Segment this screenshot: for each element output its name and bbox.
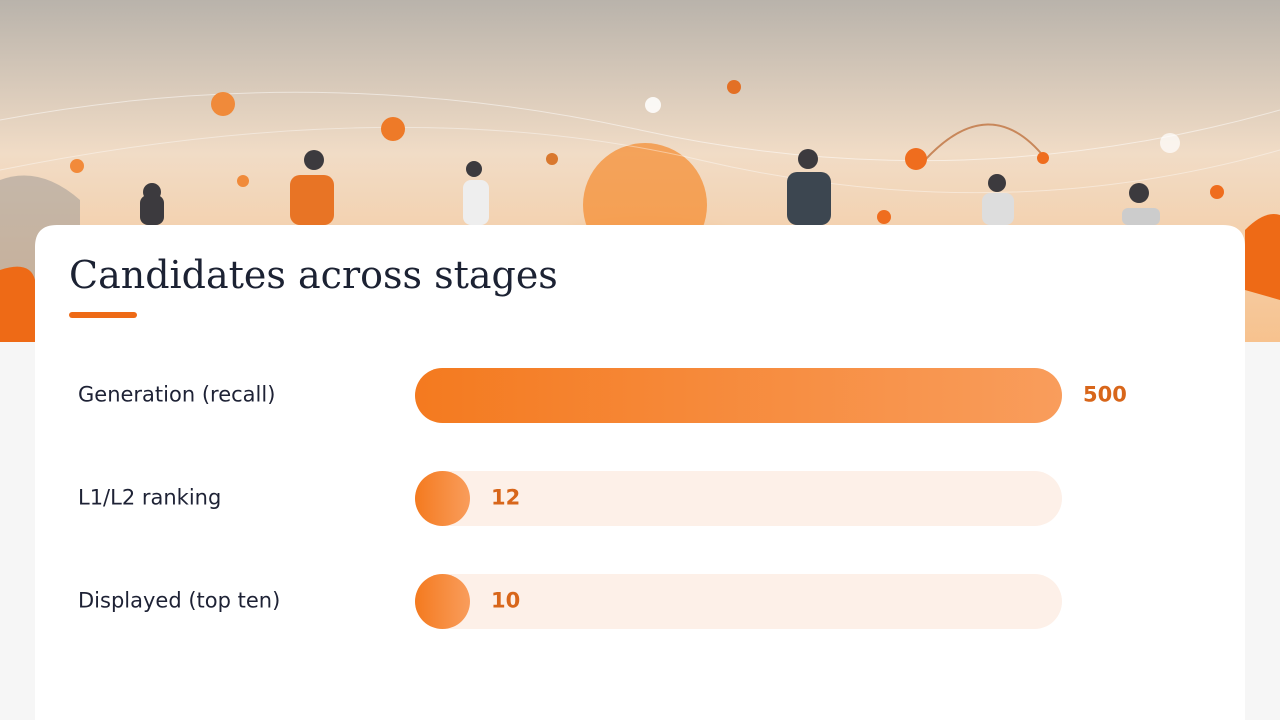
title-underline <box>69 312 137 318</box>
bar <box>415 368 1062 423</box>
bar-track <box>415 574 1062 629</box>
bars: Generation (recall) 500 L1/L2 ranking 12 Dis… <box>78 368 1127 629</box>
bar-track <box>415 471 1062 526</box>
category-label: Displayed (top ten) <box>78 589 280 613</box>
value-label: 12 <box>491 486 520 510</box>
category-label: Generation (recall) <box>78 383 275 407</box>
value-label: 500 <box>1083 383 1127 407</box>
bar <box>415 574 470 629</box>
chart-title: Candidates across stages <box>69 253 558 297</box>
category-label: L1/L2 ranking <box>78 486 221 510</box>
bar <box>415 471 470 526</box>
value-label: 10 <box>491 589 520 613</box>
